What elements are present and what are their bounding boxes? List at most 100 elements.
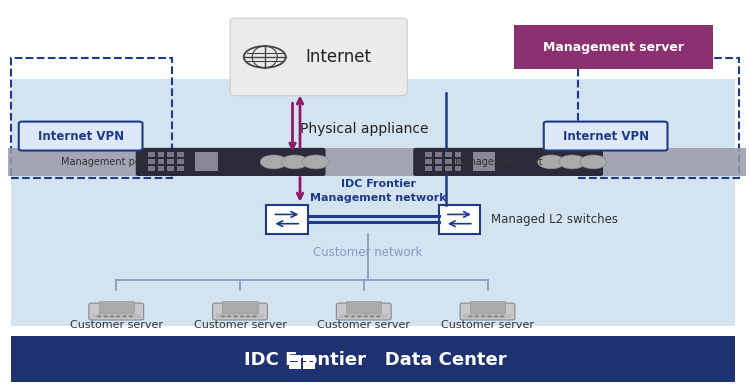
Bar xyxy=(177,152,184,157)
FancyBboxPatch shape xyxy=(336,303,392,320)
Bar xyxy=(346,301,381,313)
Circle shape xyxy=(252,315,257,317)
Bar xyxy=(223,301,257,313)
Bar xyxy=(99,301,134,313)
Bar xyxy=(158,152,164,157)
Bar xyxy=(177,159,184,164)
Text: Customer server: Customer server xyxy=(194,320,286,330)
Circle shape xyxy=(376,315,380,317)
Bar xyxy=(578,58,739,178)
FancyBboxPatch shape xyxy=(544,122,668,151)
Text: Internet: Internet xyxy=(305,48,371,66)
Circle shape xyxy=(260,155,287,169)
Bar xyxy=(11,336,735,382)
Bar xyxy=(439,205,480,234)
Bar xyxy=(472,152,495,171)
Bar xyxy=(167,152,174,157)
Bar xyxy=(445,152,452,157)
Bar xyxy=(167,166,174,171)
Bar xyxy=(470,301,505,313)
Text: Management port: Management port xyxy=(62,157,148,167)
Bar xyxy=(8,148,746,176)
Circle shape xyxy=(370,315,374,317)
Bar xyxy=(454,166,461,171)
Bar xyxy=(289,362,301,369)
Bar xyxy=(148,152,154,157)
Bar xyxy=(303,355,315,361)
Circle shape xyxy=(481,315,485,317)
Bar xyxy=(289,355,301,361)
Bar xyxy=(445,159,452,164)
Bar xyxy=(11,58,173,178)
Text: Physical appliance: Physical appliance xyxy=(299,122,428,136)
Bar xyxy=(454,152,461,157)
Text: Management server: Management server xyxy=(543,41,684,54)
Circle shape xyxy=(302,155,329,169)
Circle shape xyxy=(538,155,565,169)
Bar xyxy=(425,152,432,157)
Text: Customer server: Customer server xyxy=(70,320,163,330)
Text: IDC Frontier
Management network: IDC Frontier Management network xyxy=(310,179,447,203)
Circle shape xyxy=(468,315,472,317)
Bar xyxy=(339,314,388,318)
Bar xyxy=(435,166,442,171)
Bar xyxy=(425,159,432,164)
Circle shape xyxy=(351,315,355,317)
FancyBboxPatch shape xyxy=(413,148,603,176)
Text: Customer server: Customer server xyxy=(441,320,534,330)
Bar xyxy=(148,159,154,164)
FancyBboxPatch shape xyxy=(136,148,326,176)
Bar xyxy=(92,314,141,318)
Circle shape xyxy=(364,315,368,317)
FancyBboxPatch shape xyxy=(230,18,407,96)
Circle shape xyxy=(104,315,108,317)
Bar xyxy=(148,166,154,171)
Circle shape xyxy=(240,315,244,317)
Bar xyxy=(177,166,184,171)
Circle shape xyxy=(281,155,308,169)
Circle shape xyxy=(246,315,250,317)
Circle shape xyxy=(129,315,134,317)
Circle shape xyxy=(122,315,127,317)
Circle shape xyxy=(494,315,498,317)
Bar xyxy=(167,159,174,164)
Text: Internet VPN: Internet VPN xyxy=(38,130,124,142)
Circle shape xyxy=(357,315,362,317)
Bar xyxy=(216,314,264,318)
Text: Internet VPN: Internet VPN xyxy=(562,130,649,142)
Circle shape xyxy=(97,315,101,317)
Circle shape xyxy=(227,315,232,317)
Text: Managed L2 switches: Managed L2 switches xyxy=(491,213,618,226)
Bar xyxy=(445,166,452,171)
Bar xyxy=(266,205,308,234)
Circle shape xyxy=(488,315,492,317)
Circle shape xyxy=(116,315,121,317)
Circle shape xyxy=(500,315,504,317)
FancyBboxPatch shape xyxy=(19,122,142,151)
Bar xyxy=(464,314,512,318)
Circle shape xyxy=(110,315,114,317)
FancyBboxPatch shape xyxy=(88,303,144,320)
Bar xyxy=(303,362,315,369)
Circle shape xyxy=(580,155,607,169)
Bar xyxy=(435,159,442,164)
Text: Customer network: Customer network xyxy=(313,246,422,259)
Bar xyxy=(514,25,712,69)
Circle shape xyxy=(233,315,238,317)
FancyBboxPatch shape xyxy=(213,303,267,320)
Bar xyxy=(425,166,432,171)
Circle shape xyxy=(559,155,586,169)
Text: IDC Frontier   Data Center: IDC Frontier Data Center xyxy=(244,351,506,369)
FancyBboxPatch shape xyxy=(460,303,515,320)
Text: Management port: Management port xyxy=(455,157,542,167)
Bar xyxy=(435,152,442,157)
Circle shape xyxy=(344,315,349,317)
Bar xyxy=(158,159,164,164)
Bar xyxy=(195,152,217,171)
Bar xyxy=(454,159,461,164)
Bar xyxy=(11,79,735,326)
Text: Customer server: Customer server xyxy=(317,320,410,330)
Bar xyxy=(158,166,164,171)
Circle shape xyxy=(475,315,479,317)
Circle shape xyxy=(220,315,225,317)
